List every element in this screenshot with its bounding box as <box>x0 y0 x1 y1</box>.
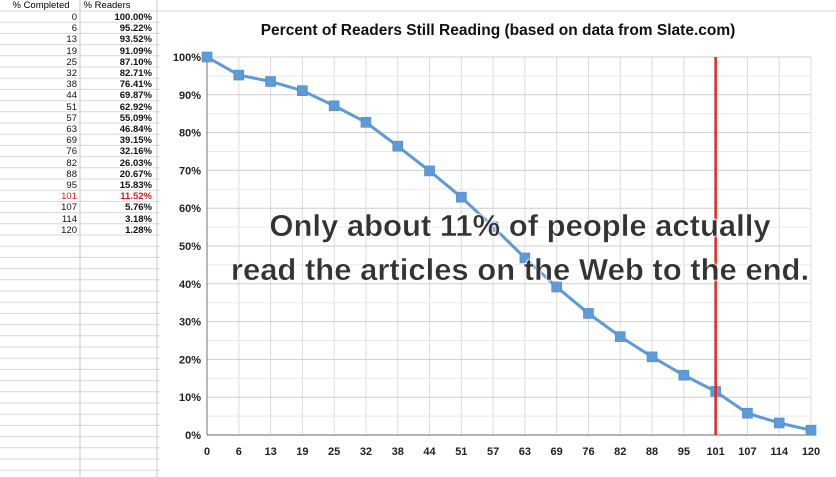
y-tick-label: 20% <box>179 354 201 366</box>
x-tick-label: 19 <box>296 446 308 458</box>
x-tick-label: 76 <box>582 446 594 458</box>
x-tick-label: 25 <box>328 446 340 458</box>
x-tick-label: 51 <box>455 446 467 458</box>
data-point <box>742 407 753 419</box>
data-point <box>297 85 308 96</box>
y-tick-label: 70% <box>179 165 201 177</box>
data-point <box>424 165 435 177</box>
x-tick-label: 32 <box>360 446 372 458</box>
data-point <box>519 252 531 264</box>
cell-completed[interactable]: 69 <box>66 135 77 147</box>
data-point <box>233 69 245 81</box>
cell-completed[interactable]: 38 <box>66 79 77 91</box>
data-point <box>646 351 658 363</box>
cell-completed[interactable]: 51 <box>66 101 77 113</box>
chart-annotation: Only about 11% of people actually read t… <box>205 204 835 292</box>
y-tick-label: 60% <box>179 203 201 215</box>
cell-readers[interactable]: 5.76% <box>125 202 152 214</box>
cell-readers[interactable]: 100.00% <box>114 12 152 23</box>
annotation-line-1: Only about 11% of people actually <box>269 208 771 243</box>
data-point <box>392 140 404 152</box>
data-point <box>805 424 817 436</box>
y-tick-label: 50% <box>179 241 201 253</box>
cell-completed[interactable]: 0 <box>71 12 77 23</box>
x-tick-label: 38 <box>392 446 404 458</box>
cell-readers[interactable]: 15.83% <box>119 180 152 191</box>
x-tick-label: 82 <box>614 446 626 458</box>
annotation-line-2: read the articles on the Web to the end. <box>230 252 810 287</box>
cell-completed[interactable]: 63 <box>66 124 77 135</box>
data-point <box>201 51 213 63</box>
cell-completed[interactable]: 120 <box>61 224 77 236</box>
data-point <box>678 369 690 381</box>
x-tick-label: 69 <box>551 446 563 458</box>
y-tick-label: 80% <box>179 128 201 140</box>
data-point <box>487 221 499 233</box>
cell-readers[interactable]: 69.87% <box>119 90 152 102</box>
cell-completed[interactable]: 76 <box>66 146 77 158</box>
cell-readers[interactable]: 1.28% <box>125 224 152 236</box>
cell-readers[interactable]: 46.84% <box>119 124 152 135</box>
x-tick-label: 0 <box>204 446 210 458</box>
cell-readers[interactable]: 82.71% <box>119 68 152 79</box>
data-point <box>583 308 594 319</box>
cell-completed[interactable]: 101 <box>61 191 77 203</box>
x-tick-label: 63 <box>519 446 531 458</box>
header-completed[interactable]: % Completed <box>12 0 70 11</box>
chart-panel[interactable]: 0% 10% 20% 30% 40% 50% 60% 70% 80% 90% 100% 0 6 13 19 2… <box>160 12 836 477</box>
data-point <box>614 331 626 342</box>
cell-readers[interactable]: 91.09% <box>119 45 152 57</box>
x-tick-label: 101 <box>706 446 724 458</box>
cell-completed[interactable]: 25 <box>66 56 77 68</box>
line-chart: 0% 10% 20% 30% 40% 50% 60% 70% 80% 90% 100% 0 6 13 19 2… <box>173 51 820 458</box>
cell-completed[interactable]: 13 <box>66 34 77 46</box>
cell-completed[interactable]: 44 <box>66 90 77 102</box>
y-tick-label: 30% <box>179 317 201 329</box>
y-tick-label: 40% <box>179 279 201 291</box>
cell-completed[interactable]: 32 <box>66 68 77 79</box>
data-point <box>551 281 562 293</box>
cell-completed[interactable]: 95 <box>66 180 77 191</box>
cell-readers[interactable]: 11.52% <box>120 191 152 203</box>
y-tick-label: 0% <box>185 430 201 442</box>
x-tick-label: 44 <box>423 446 436 458</box>
chart-title: Percent of Readers Still Reading (based … <box>260 22 736 39</box>
cell-completed[interactable]: 57 <box>66 112 77 124</box>
data-point <box>773 417 785 429</box>
data-point <box>456 191 467 203</box>
cell-readers[interactable]: 76.41% <box>119 79 152 91</box>
x-tick-label: 57 <box>487 446 499 458</box>
cell-completed[interactable]: 6 <box>71 23 77 35</box>
cell-readers[interactable]: 93.52% <box>119 34 152 46</box>
x-tick-label: 6 <box>236 446 242 458</box>
header-readers[interactable]: % Readers <box>83 0 131 11</box>
cell-completed[interactable]: 88 <box>66 168 77 180</box>
data-point <box>360 117 372 128</box>
cell-readers[interactable]: 95.22% <box>119 23 152 35</box>
cell-completed[interactable]: 82 <box>66 157 77 169</box>
y-tick-label: 10% <box>179 392 201 404</box>
cell-readers[interactable]: 62.92% <box>119 101 152 113</box>
data-point <box>328 100 340 112</box>
cell-readers[interactable]: 3.18% <box>125 213 152 225</box>
data-point <box>265 76 276 87</box>
cell-completed[interactable]: 114 <box>61 213 77 225</box>
x-tick-label: 120 <box>802 446 820 458</box>
x-tick-label: 13 <box>264 446 276 458</box>
cell-completed[interactable]: 107 <box>61 202 77 214</box>
cell-readers[interactable]: 39.15% <box>119 135 152 147</box>
cell-readers[interactable]: 55.09% <box>119 112 152 124</box>
x-tick-label: 114 <box>770 446 789 458</box>
x-tick-label: 88 <box>646 446 658 458</box>
x-tick-label: 107 <box>738 446 756 458</box>
cell-readers[interactable]: 26.03% <box>119 157 152 169</box>
y-tick-label: 100% <box>173 52 201 64</box>
cell-readers[interactable]: 20.67% <box>119 168 152 180</box>
cell-readers[interactable]: 87.10% <box>119 56 152 68</box>
cell-completed[interactable]: 19 <box>66 45 77 57</box>
x-tick-label: 95 <box>678 446 690 458</box>
y-tick-label: 90% <box>179 90 201 102</box>
cell-readers[interactable]: 32.16% <box>119 146 152 158</box>
